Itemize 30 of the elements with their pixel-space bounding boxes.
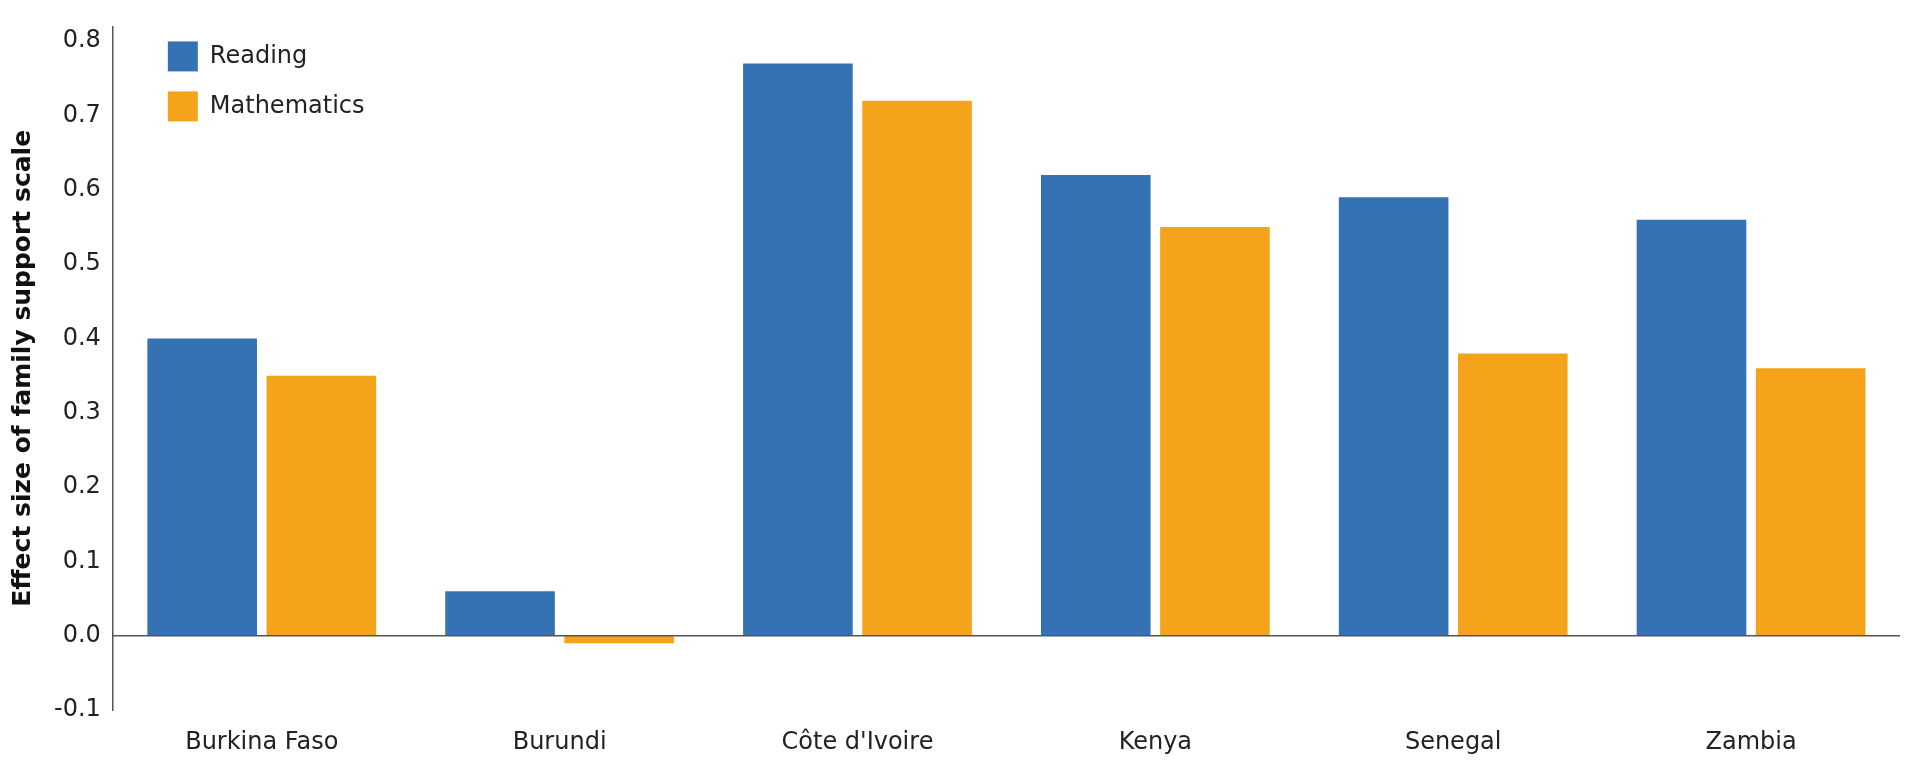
legend-label: Reading (209, 40, 308, 69)
bar (1457, 353, 1568, 636)
x-tick-label: Burundi (512, 726, 607, 755)
y-tick-label: 0.6 (62, 174, 101, 203)
y-tick-label: -0.1 (54, 694, 101, 723)
bar (1338, 197, 1449, 636)
y-tick-label: 0.0 (62, 620, 101, 649)
bar (1755, 368, 1866, 636)
x-tick-label: Burkina Faso (185, 726, 339, 755)
x-tick-label: Côte d'Ivoire (781, 726, 934, 755)
y-tick-label: 0.4 (62, 322, 101, 351)
bar (1040, 175, 1151, 636)
x-tick-label: Senegal (1404, 726, 1502, 755)
bar (266, 375, 377, 636)
y-tick-label: 0.2 (62, 471, 101, 500)
bar (147, 338, 257, 636)
bar (1636, 219, 1747, 636)
y-tick-label: 0.3 (62, 397, 101, 426)
bar (862, 100, 972, 636)
y-axis-title: Effect size of family support scale (6, 129, 36, 607)
x-tick-label: Zambia (1705, 726, 1797, 755)
y-tick-label: 0.5 (62, 248, 101, 277)
y-tick-label: 0.8 (62, 25, 101, 54)
y-tick-label: 0.7 (62, 99, 101, 128)
y-tick-label: 0.1 (62, 545, 101, 574)
bar (1160, 227, 1270, 636)
bar (445, 591, 555, 636)
legend-label: Mathematics (209, 90, 365, 119)
x-tick-label: Kenya (1118, 726, 1193, 755)
bar (743, 63, 853, 636)
